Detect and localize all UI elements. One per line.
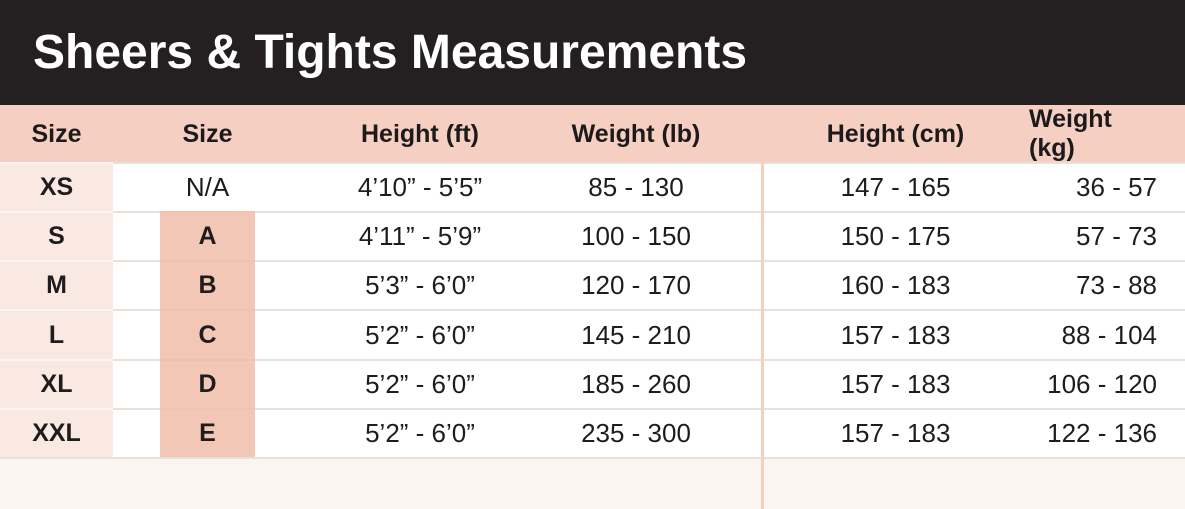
gap-cell: [113, 260, 160, 309]
table-row: XXL E 5’2” - 6’0” 235 - 300 157 - 183 12…: [0, 407, 1185, 457]
letter-cell: E: [160, 407, 255, 457]
weight-lb-cell: 235 - 300: [570, 407, 762, 457]
gap-cell: [113, 407, 160, 457]
height-cm-cell: 147 - 165: [762, 162, 1029, 211]
weight-kg-cell: 106 - 120: [1029, 358, 1185, 408]
header-size-letter: Size: [182, 119, 233, 148]
gap-cell: [113, 309, 160, 358]
header-height-cm: Height (cm): [826, 119, 965, 148]
gap-cell: [113, 162, 160, 211]
weight-lb-cell: 85 - 130: [570, 162, 762, 211]
size-cell: S: [0, 211, 113, 261]
letter-cell: N/A: [160, 162, 255, 211]
height-ft-cell: 4’10” - 5’5”: [255, 162, 570, 211]
title-bar: Sheers & Tights Measurements: [0, 0, 1185, 105]
header-size: Size: [31, 119, 82, 148]
weight-kg-cell: 57 - 73: [1029, 211, 1185, 260]
size-cell: XS: [0, 162, 113, 212]
weight-lb-cell: 185 - 260: [570, 358, 762, 408]
weight-kg-cell: 122 - 136: [1029, 407, 1185, 457]
table-body: XS N/A 4’10” - 5’5” 85 - 130 147 - 165 3…: [0, 162, 1185, 459]
height-ft-cell: 5’2” - 6’0”: [255, 358, 570, 408]
height-cm-cell: 157 - 183: [762, 407, 1029, 457]
header-weight-kg: Weight (kg): [1029, 105, 1112, 162]
header-weight-lb: Weight (lb): [571, 119, 701, 148]
height-cm-cell: 150 - 175: [762, 211, 1029, 260]
height-ft-cell: 5’2” - 6’0”: [255, 407, 570, 457]
header-gap: [113, 105, 160, 163]
table-row: L C 5’2” - 6’0” 145 - 210 157 - 183 88 -…: [0, 309, 1185, 359]
letter-cell: C: [160, 309, 255, 359]
height-ft-cell: 5’2” - 6’0”: [255, 309, 570, 358]
height-ft-cell: 4’11” - 5’9”: [255, 211, 570, 260]
table-row: XS N/A 4’10” - 5’5” 85 - 130 147 - 165 3…: [0, 162, 1185, 212]
header-height-ft: Height (ft): [360, 119, 480, 148]
gap-cell: [113, 358, 160, 408]
weight-kg-cell: 73 - 88: [1029, 260, 1185, 309]
height-cm-cell: 157 - 183: [762, 358, 1029, 408]
size-cell: XL: [0, 358, 113, 408]
height-ft-cell: 5’3” - 6’0”: [255, 260, 570, 309]
letter-cell: B: [160, 260, 255, 310]
height-cm-cell: 157 - 183: [762, 309, 1029, 358]
height-cm-cell: 160 - 183: [762, 260, 1029, 309]
table-header-row: Size Size Height (ft) Weight (lb) Height…: [0, 105, 1185, 162]
table-row: XL D 5’2” - 6’0” 185 - 260 157 - 183 106…: [0, 358, 1185, 408]
weight-kg-cell: 88 - 104: [1029, 309, 1185, 358]
table-row: M B 5’3” - 6’0” 120 - 170 160 - 183 73 -…: [0, 260, 1185, 310]
letter-cell: A: [160, 211, 255, 261]
gap-cell: [113, 211, 160, 260]
weight-lb-cell: 145 - 210: [570, 309, 762, 358]
size-cell: XXL: [0, 407, 113, 457]
weight-lb-cell: 120 - 170: [570, 260, 762, 309]
page-title: Sheers & Tights Measurements: [33, 26, 748, 79]
column-divider: [761, 162, 764, 509]
table-row: S A 4’11” - 5’9” 100 - 150 150 - 175 57 …: [0, 211, 1185, 261]
weight-lb-cell: 100 - 150: [570, 211, 762, 260]
letter-cell: D: [160, 358, 255, 408]
size-cell: M: [0, 260, 113, 310]
size-cell: L: [0, 309, 113, 359]
weight-kg-cell: 36 - 57: [1029, 162, 1185, 211]
measurements-table: Size Size Height (ft) Weight (lb) Height…: [0, 105, 1185, 459]
